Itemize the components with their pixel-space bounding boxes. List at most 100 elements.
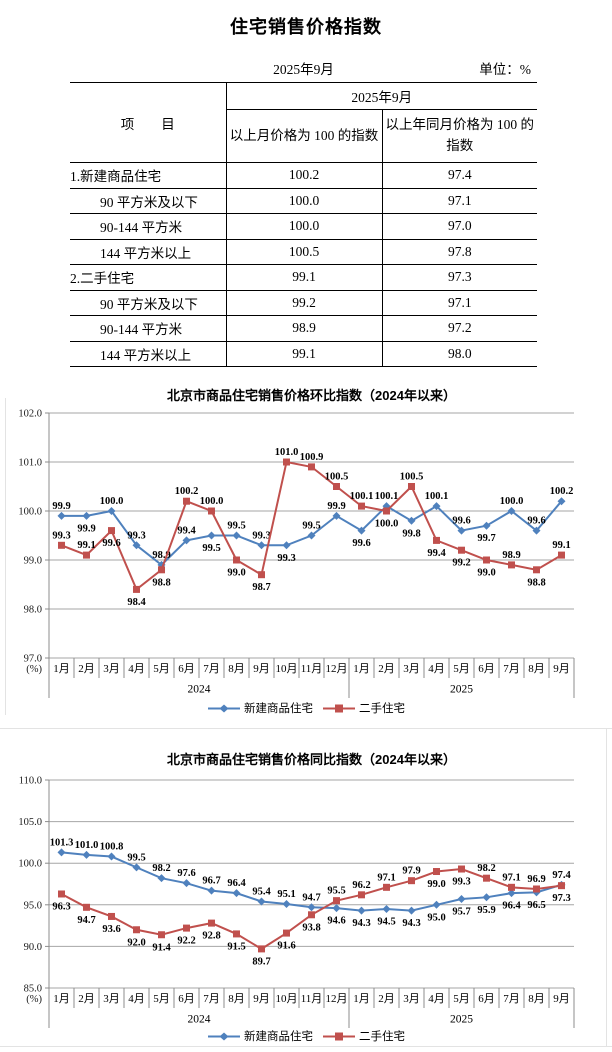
data-point-marker <box>508 561 515 569</box>
data-point-marker <box>558 882 565 890</box>
data-point-marker <box>133 926 140 934</box>
x-axis-year-band: 2024 2025 <box>188 658 575 698</box>
unit-label: 单位：% <box>479 62 531 77</box>
yoy-chart-block: 北京市商品住宅销售价格同比指数（2024年以来） 85.0 90.0 95.0 100.… <box>0 748 612 1052</box>
data-point-marker <box>57 511 66 520</box>
data-label: 95.0 <box>427 912 445 923</box>
data-label: 99.2 <box>452 558 470 569</box>
data-label: 99.3 <box>127 530 145 541</box>
row-mom-value: 100.0 <box>225 188 382 214</box>
data-label: 100.2 <box>175 486 199 497</box>
data-label: 101.0 <box>75 840 99 851</box>
data-point-marker <box>157 874 166 883</box>
y-tick-label: 90.0 <box>24 942 42 953</box>
table-row: 1.新建商品住宅 100.2 97.4 <box>70 162 537 188</box>
data-point-marker <box>483 556 490 564</box>
x-tick-label: 7月 <box>203 663 220 675</box>
data-point-marker <box>57 848 66 857</box>
y-tick-label: 101.0 <box>18 458 42 469</box>
data-label: 99.1 <box>77 540 95 551</box>
x-tick-label: 9月 <box>253 993 270 1005</box>
x-tick-label: 5月 <box>153 993 170 1005</box>
data-point-marker <box>107 852 116 861</box>
y-tick-label: 97.0 <box>24 654 42 665</box>
chart-title: 北京市商品住宅销售价格环比指数（2024年以来） <box>167 388 456 403</box>
row-yoy-value: 97.3 <box>381 264 537 290</box>
data-label: 96.2 <box>352 880 370 891</box>
data-point-marker <box>557 497 566 506</box>
data-label: 99.8 <box>402 528 420 539</box>
table-header-row-2: 以上月价格为 100 的指数 以上年同月价格为 100 的指数 <box>70 109 537 163</box>
data-point-marker <box>357 526 366 535</box>
data-label: 98.9 <box>152 550 170 561</box>
data-label: 94.3 <box>402 918 420 929</box>
data-label: 97.1 <box>377 872 395 883</box>
data-point-marker <box>82 511 91 520</box>
legend-diamond-marker-icon <box>208 1032 240 1040</box>
x-tick-label: 2月 <box>78 993 95 1005</box>
table-row: 90-144 平方米 98.9 97.2 <box>70 315 537 341</box>
data-label: 99.0 <box>427 879 445 890</box>
y-tick-label: 98.0 <box>24 605 42 616</box>
x-tick-label: 4月 <box>428 663 445 675</box>
data-label: 100.8 <box>100 842 124 853</box>
data-label: 97.6 <box>177 868 195 879</box>
row-item-label: 2.二手住宅 <box>70 271 135 287</box>
data-point-marker <box>233 930 240 938</box>
data-label: 100.1 <box>350 491 374 502</box>
row-item-label: 90 平方米及以下 <box>100 194 198 210</box>
mom-chart-svg: 北京市商品住宅销售价格环比指数（2024年以来） 97.0 98.0 99.0 100.… <box>18 388 575 698</box>
data-point-marker <box>533 566 540 574</box>
x-tick-label: 2月 <box>78 663 95 675</box>
legend-square-marker-icon <box>323 704 355 712</box>
data-label: 96.5 <box>527 900 545 911</box>
data-point-marker <box>283 929 290 937</box>
row-yoy-value: 97.1 <box>381 188 537 214</box>
table-row: 2.二手住宅 99.1 97.3 <box>70 264 537 290</box>
y-tick-label: 95.0 <box>24 900 42 911</box>
data-label: 98.2 <box>477 863 495 874</box>
data-point-marker <box>508 883 515 891</box>
data-point-marker <box>458 546 465 554</box>
data-point-marker <box>183 924 190 932</box>
data-point-marker <box>332 511 341 520</box>
data-label: 95.5 <box>327 886 345 897</box>
data-label: 100.5 <box>325 472 349 483</box>
data-label: 97.1 <box>502 872 520 883</box>
row-mom-value: 100.0 <box>225 213 382 239</box>
x-tick-label: 11月 <box>301 663 323 675</box>
data-label: 93.6 <box>102 924 120 935</box>
data-label: 97.9 <box>402 866 420 877</box>
data-label: 100.1 <box>375 491 399 502</box>
data-point-marker <box>433 868 440 876</box>
x-tick-label: 7月 <box>203 993 220 1005</box>
data-point-marker <box>257 897 266 906</box>
data-point-marker <box>233 556 240 564</box>
data-label: 99.3 <box>277 553 295 564</box>
legend-item: 新建商品住宅 <box>207 700 313 716</box>
x-tick-label: 8月 <box>528 663 545 675</box>
legend-item: 二手住宅 <box>322 1028 405 1044</box>
data-label: 99.9 <box>327 501 345 512</box>
data-label: 98.8 <box>152 577 170 588</box>
legend-label: 新建商品住宅 <box>244 703 313 715</box>
row-mom-value: 100.5 <box>225 239 382 265</box>
row-item-label: 144 平方米以上 <box>100 245 192 261</box>
data-label: 92.8 <box>202 931 220 942</box>
data-label: 99.3 <box>252 530 270 541</box>
data-point-marker <box>407 906 416 915</box>
legend-label: 二手住宅 <box>359 703 405 715</box>
x-tick-label: 12月 <box>326 993 348 1005</box>
data-point-marker <box>183 497 190 505</box>
legend-square-marker-icon <box>323 1032 355 1040</box>
table-row: 144 平方米以上 100.5 97.8 <box>70 239 537 265</box>
data-label: 99.1 <box>552 540 570 551</box>
data-point-marker <box>82 850 91 859</box>
x-tick-label: 2月 <box>378 993 395 1005</box>
x-tick-label: 3月 <box>103 993 120 1005</box>
x-tick-label: 8月 <box>228 993 245 1005</box>
data-point-marker <box>433 536 440 544</box>
gridlines: 85.0 90.0 95.0 100.0 105.0 110.0 <box>18 776 574 995</box>
x-tick-label: 10月 <box>276 663 298 675</box>
row-mom-value: 98.9 <box>225 315 382 341</box>
